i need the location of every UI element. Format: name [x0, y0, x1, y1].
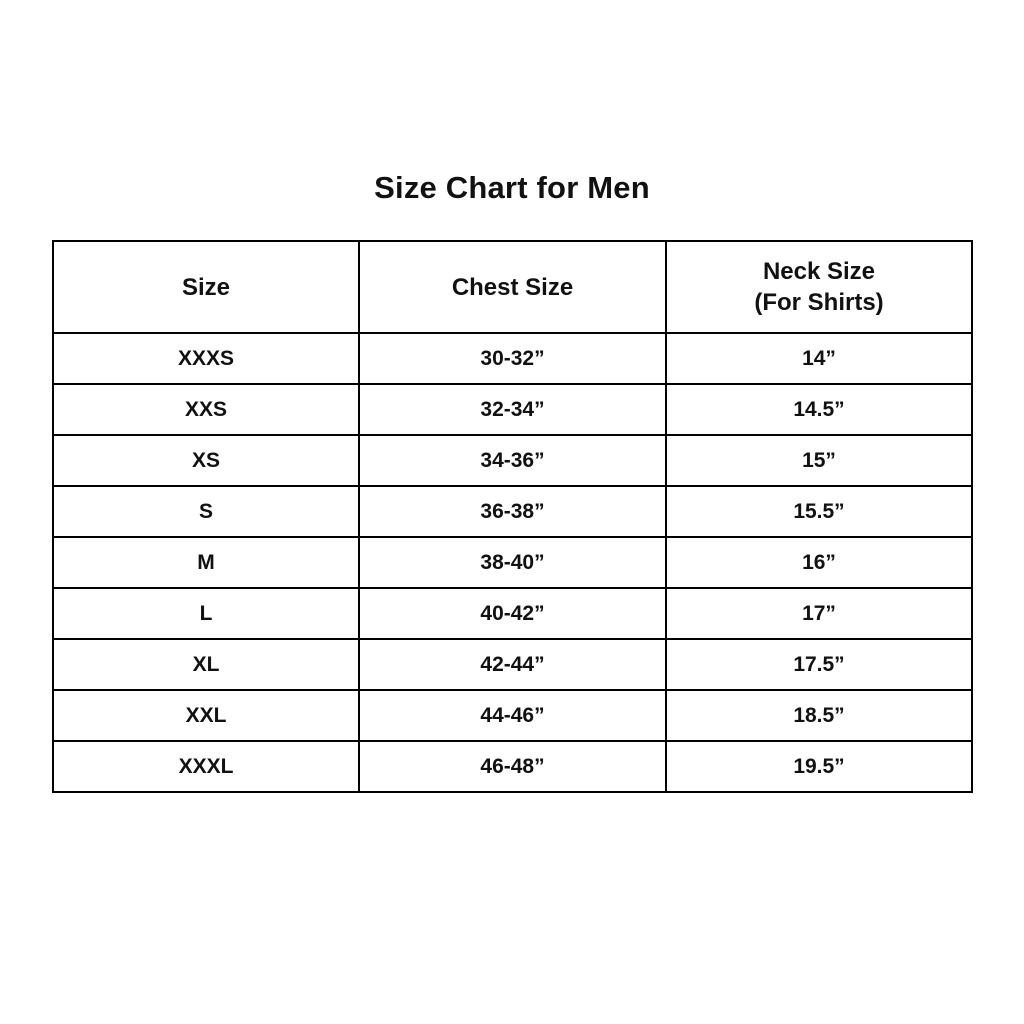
size-chart-table: Size Chest Size Neck Size (For Shirts) X…: [52, 240, 973, 793]
cell-size: XXL: [52, 689, 360, 742]
table-row: XL 42-44” 17.5”: [52, 638, 973, 691]
table-row: M 38-40” 16”: [52, 536, 973, 589]
cell-chest: 36-38”: [358, 485, 667, 538]
cell-size: M: [52, 536, 360, 589]
table-row: XXL 44-46” 18.5”: [52, 689, 973, 742]
column-header-neck-size: Neck Size (For Shirts): [665, 240, 973, 334]
cell-chest: 40-42”: [358, 587, 667, 640]
column-header-size-label: Size: [181, 273, 231, 301]
cell-size: XXS: [52, 383, 360, 436]
table-row: XXS 32-34” 14.5”: [52, 383, 973, 436]
column-header-chest-size: Chest Size: [358, 240, 667, 334]
cell-chest: 46-48”: [358, 740, 667, 793]
cell-chest: 38-40”: [358, 536, 667, 589]
table-row: XS 34-36” 15”: [52, 434, 973, 487]
table-row: XXXS 30-32” 14”: [52, 332, 973, 385]
column-header-chest-size-label: Chest Size: [451, 273, 574, 301]
cell-chest: 42-44”: [358, 638, 667, 691]
cell-chest: 30-32”: [358, 332, 667, 385]
column-header-neck-size-sublabel: (For Shirts): [754, 289, 884, 316]
table-row: S 36-38” 15.5”: [52, 485, 973, 538]
cell-chest: 34-36”: [358, 434, 667, 487]
cell-size: XL: [52, 638, 360, 691]
table-body: XXXS 30-32” 14” XXS 32-34” 14.5” XS 34-3…: [52, 332, 973, 793]
cell-chest: 32-34”: [358, 383, 667, 436]
cell-size: XXXS: [52, 332, 360, 385]
column-header-neck-size-label: Neck Size: [762, 258, 876, 285]
size-chart-table-container: Size Chest Size Neck Size (For Shirts) X…: [52, 240, 973, 793]
cell-neck: 17”: [665, 587, 973, 640]
cell-neck: 15”: [665, 434, 973, 487]
table-header-row: Size Chest Size Neck Size (For Shirts): [52, 240, 973, 334]
cell-neck: 16”: [665, 536, 973, 589]
cell-neck: 17.5”: [665, 638, 973, 691]
cell-neck: 18.5”: [665, 689, 973, 742]
column-header-size: Size: [52, 240, 360, 334]
cell-size: L: [52, 587, 360, 640]
cell-neck: 19.5”: [665, 740, 973, 793]
cell-size: XXXL: [52, 740, 360, 793]
cell-neck: 15.5”: [665, 485, 973, 538]
table-row: L 40-42” 17”: [52, 587, 973, 640]
cell-chest: 44-46”: [358, 689, 667, 742]
cell-neck: 14.5”: [665, 383, 973, 436]
page-title: Size Chart for Men: [374, 170, 650, 205]
cell-size: XS: [52, 434, 360, 487]
table-header: Size Chest Size Neck Size (For Shirts): [52, 240, 973, 334]
cell-neck: 14”: [665, 332, 973, 385]
cell-size: S: [52, 485, 360, 538]
table-row: XXXL 46-48” 19.5”: [52, 740, 973, 793]
